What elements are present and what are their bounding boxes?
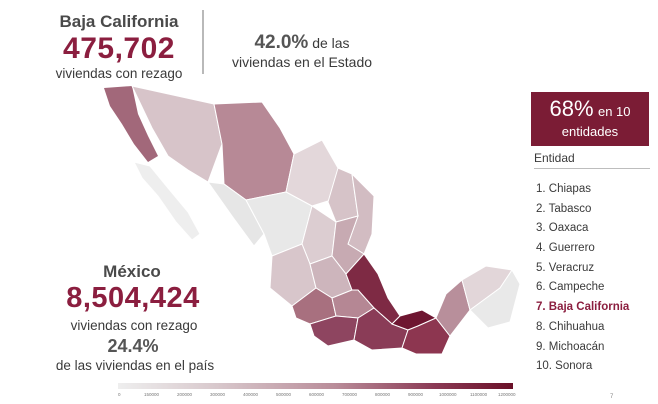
state-name: Baja California xyxy=(59,12,179,31)
mexico-map xyxy=(104,85,521,355)
legend-color-bar xyxy=(118,383,513,389)
summary-box: 68% en 10 entidades xyxy=(531,92,649,146)
legend-tick: 600000 xyxy=(309,392,325,397)
state-count-label: viviendas con rezago xyxy=(55,66,183,81)
summary-en: en 10 xyxy=(597,104,631,119)
country-name: México xyxy=(103,262,161,281)
list-item: 7. Baja California xyxy=(536,301,630,314)
ranking-list: 1. Chiapas 2. Tabasco 3. Oaxaca 4. Guerr… xyxy=(536,180,656,377)
list-item: 4. Guerrero xyxy=(536,242,595,255)
legend-tick: 400000 xyxy=(243,392,259,397)
legend-tick: 1200000 xyxy=(498,392,516,397)
list-item: 10. Sonora xyxy=(536,360,593,373)
list-item: 9. Michoacán xyxy=(536,340,605,353)
country-count: 8,504,424 xyxy=(66,282,200,314)
legend-tick: 0 xyxy=(118,392,121,397)
list-item: 3. Oaxaca xyxy=(536,222,589,235)
legend-ticks: 0 150000 200000 300000 400000 500000 600… xyxy=(110,392,520,400)
list-item: 5. Veracruz xyxy=(536,261,595,274)
region-baja-california xyxy=(104,86,158,162)
state-pct-label: viviendas en el Estado xyxy=(231,54,373,70)
legend-tick: 800000 xyxy=(375,392,391,397)
state-pct-suffix: de las xyxy=(312,35,350,51)
country-count-label: viviendas con rezago xyxy=(70,318,198,333)
page-number: 7 xyxy=(610,394,614,400)
list-item: 8. Chihuahua xyxy=(536,320,605,333)
list-item: 2. Tabasco xyxy=(536,202,592,215)
state-count: 475,702 xyxy=(63,32,175,65)
legend-tick: 500000 xyxy=(276,392,292,397)
state-pct-value: 42.0% xyxy=(254,32,309,53)
summary-entidades: entidades xyxy=(561,124,619,139)
legend-tick: 150000 xyxy=(144,392,160,397)
legend-tick: 1000000 xyxy=(439,392,457,397)
legend-tick: 300000 xyxy=(210,392,226,397)
state-pct: 42.0% de las xyxy=(212,32,392,54)
summary-pct: 68% xyxy=(549,96,594,121)
ranking-header: Entidad xyxy=(534,151,650,169)
legend-tick: 900000 xyxy=(408,392,424,397)
country-pct: 24.4% xyxy=(107,336,159,356)
legend-tick: 1100000 xyxy=(470,392,488,397)
legend-tick: 200000 xyxy=(177,392,193,397)
list-item: 6. Campeche xyxy=(536,281,605,294)
list-item: 1. Chiapas xyxy=(536,183,591,195)
legend-tick: 700000 xyxy=(342,392,358,397)
region-quintana-roo xyxy=(469,269,521,329)
region-baja-california-sur xyxy=(133,161,201,241)
region-chiapas xyxy=(401,317,451,355)
country-pct-label: de las viviendas en el país xyxy=(55,358,215,373)
divider xyxy=(202,10,204,74)
